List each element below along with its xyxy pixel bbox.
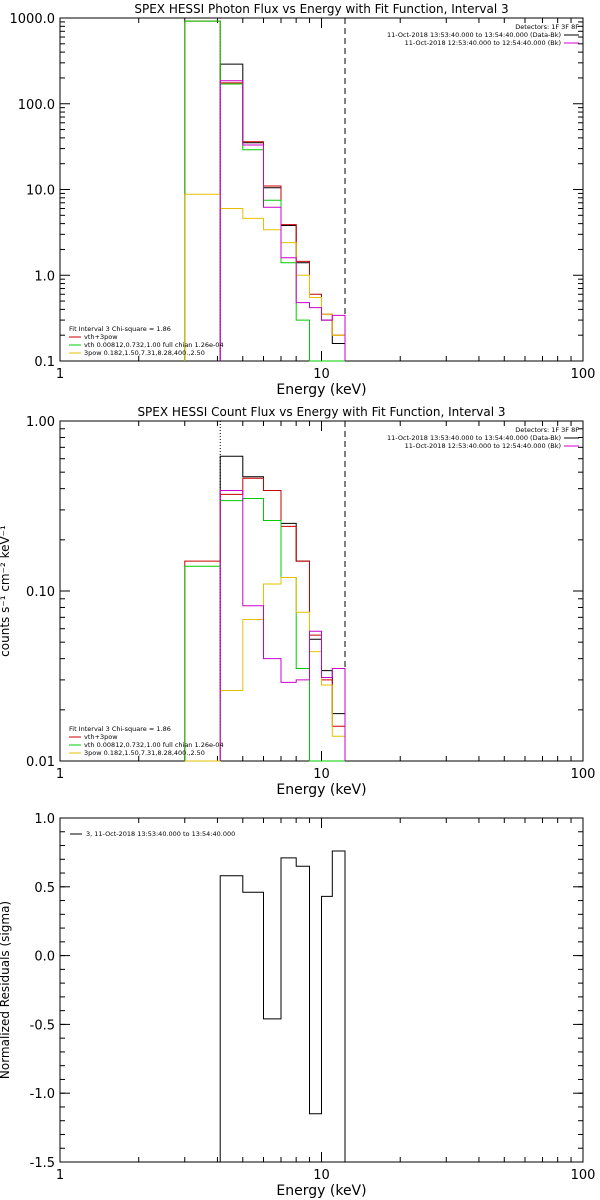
detectors-label: Detectors: 1F 3F 8F xyxy=(515,23,579,31)
y-tick-label: 100.0 xyxy=(18,98,55,113)
series-vth-3pow xyxy=(184,477,346,761)
series-bk xyxy=(219,80,346,361)
series-3-11-oct-2018-13-53-40-000-to-13-54-40-000 xyxy=(219,850,346,1162)
x-tick-label: 1 xyxy=(56,767,64,782)
x-axis-label: Energy (keV) xyxy=(276,1183,366,1199)
y-tick-label: 1.00 xyxy=(26,415,55,430)
series-vth xyxy=(184,20,345,362)
y-tick-label: 1000.0 xyxy=(10,12,56,27)
legend-entry: 3, 11-Oct-2018 13:53:40.000 to 13:54:40.… xyxy=(86,830,235,838)
legend-entry: 11-Oct-2018 13:53:40.000 to 13:54:40.000… xyxy=(387,31,561,39)
x-axis-label: Energy (keV) xyxy=(276,382,366,398)
x-tick-label: 1 xyxy=(56,367,64,382)
series-data-bk xyxy=(219,63,346,361)
fit-legend-title: Fit Interval 3 Chi-square = 1.86 xyxy=(69,325,171,333)
series-3pow xyxy=(184,193,346,361)
fit-legend-entry: vth+3pow xyxy=(84,733,118,741)
y-axis-label: counts s⁻¹ cm⁻² keV⁻¹ xyxy=(0,525,12,657)
fit-legend-title: Fit Interval 3 Chi-square = 1.86 xyxy=(69,725,171,733)
residuals-panel: 1 10 100 Energy (keV) -1.5 -1.0 -0.5 0.0 0.5 1.0 N… xyxy=(0,812,595,1199)
x-tick-label: 1 xyxy=(56,1168,64,1183)
legend-entry: 11-Oct-2018 12:53:40.000 to 12:54:40.000… xyxy=(405,442,561,450)
x-tick-label: 10 xyxy=(313,1168,330,1183)
y-tick-label: 0.5 xyxy=(34,881,55,896)
y-tick-label: 0.01 xyxy=(26,755,55,770)
x-tick-label: 10 xyxy=(313,367,330,382)
count-flux-panel: SPEX HESSI Count Flux vs Energy with Fit… xyxy=(0,405,595,798)
series-vth xyxy=(184,498,345,762)
x-tick-label: 100 xyxy=(571,367,596,382)
y-tick-label: -1.5 xyxy=(30,1156,55,1171)
x-tick-label: 100 xyxy=(571,1168,596,1183)
legend-entry: 11-Oct-2018 12:53:40.000 to 12:54:40.000… xyxy=(405,39,561,47)
y-tick-label: 10.0 xyxy=(26,184,55,199)
fit-legend-entry: vth+3pow xyxy=(84,333,118,341)
photon-flux-panel: SPEX HESSI Photon Flux vs Energy with Fi… xyxy=(10,2,596,398)
y-tick-label: 1.0 xyxy=(34,812,55,827)
detectors-label: Detectors: 1F 3F 8F xyxy=(515,426,579,434)
y-axis-label: Normalized Residuals (sigma) xyxy=(0,901,12,1079)
y-tick-label: 1.0 xyxy=(34,269,55,284)
x-tick-label: 100 xyxy=(571,767,596,782)
chart-title: SPEX HESSI Count Flux vs Energy with Fit… xyxy=(137,405,505,419)
fit-legend-entry: 3pow 0.182,1.50,7.31,8.28,400.,2.50 xyxy=(84,349,205,357)
y-tick-label: 0.10 xyxy=(26,585,55,600)
chart-title: SPEX HESSI Photon Flux vs Energy with Fi… xyxy=(134,2,508,16)
fit-legend-entry: vth 0.00812,0.732,1.00 full chian 1.26e-… xyxy=(84,741,224,749)
legend-entry: 11-Oct-2018 13:53:40.000 to 13:54:40.000… xyxy=(387,434,561,442)
y-tick-label: -0.5 xyxy=(30,1018,55,1033)
y-tick-label: -1.0 xyxy=(30,1087,55,1102)
x-tick-label: 10 xyxy=(313,767,330,782)
series-bk xyxy=(219,490,346,761)
fit-legend-entry: vth 0.00812,0.732,1.00 full chian 1.26e-… xyxy=(84,341,224,349)
y-tick-label: 0.0 xyxy=(34,950,55,965)
y-tick-label: 0.1 xyxy=(34,355,55,370)
series-3pow xyxy=(184,577,346,762)
fit-legend-entry: 3pow 0.182,1.50,7.31,8.28,400.,2.50 xyxy=(84,749,205,757)
plot-frame xyxy=(59,420,584,762)
x-axis-label: Energy (keV) xyxy=(276,782,366,798)
series-data-bk xyxy=(219,455,346,761)
series-vth-3pow xyxy=(184,20,346,361)
